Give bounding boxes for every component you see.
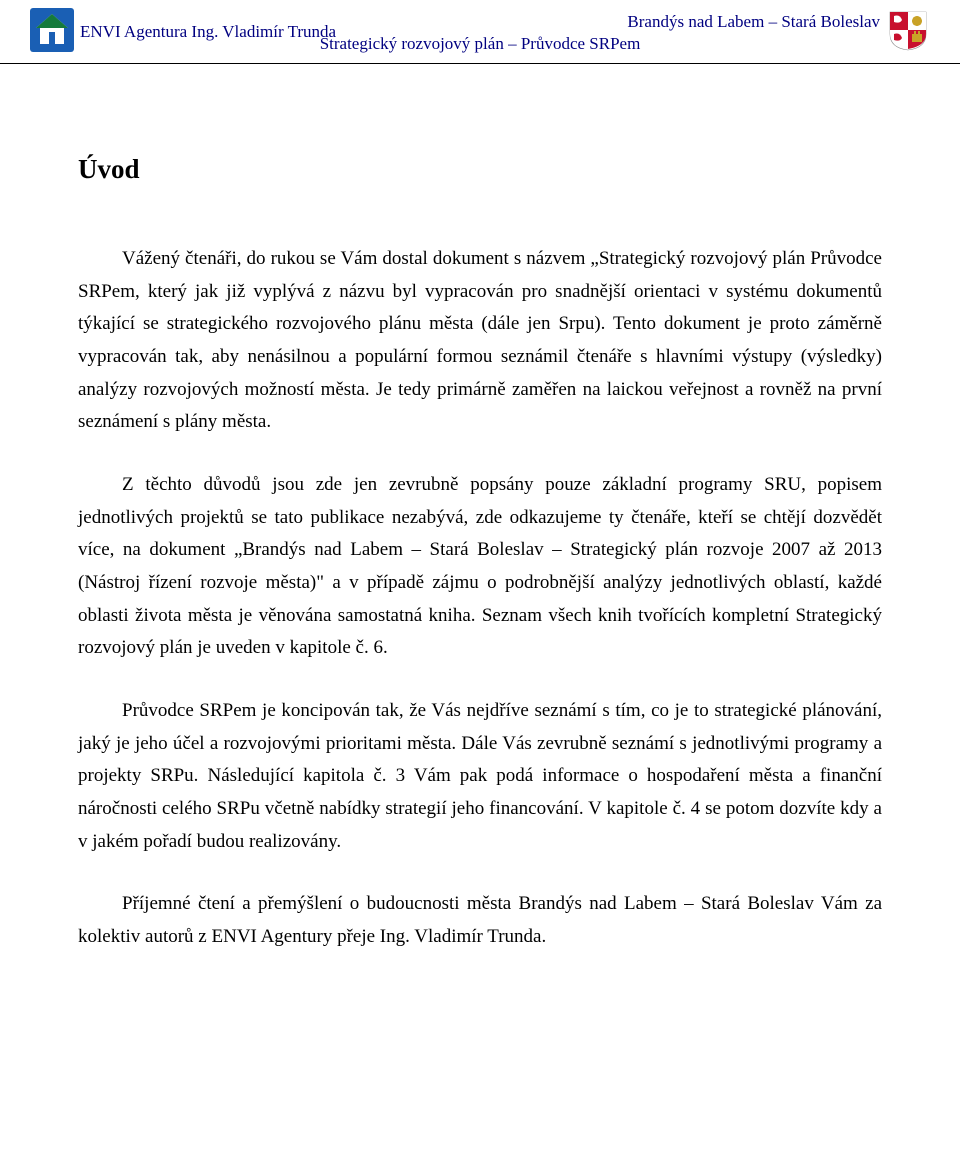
header-left: ENVI Agentura Ing. Vladimír Trunda xyxy=(30,8,336,52)
paragraph-1: Vážený čtenáři, do rukou se Vám dostal d… xyxy=(78,243,882,439)
city-crest-icon xyxy=(886,8,930,52)
paragraph-2: Z těchto důvodů jsou zde jen zevrubně po… xyxy=(78,469,882,665)
header-right-text: Brandýs nad Labem – Stará Boleslav xyxy=(627,8,880,32)
envi-logo-icon xyxy=(30,8,74,52)
header-left-text: ENVI Agentura Ing. Vladimír Trunda xyxy=(80,18,336,42)
paragraph-3: Průvodce SRPem je koncipován tak, že Vás… xyxy=(78,695,882,858)
page-header: ENVI Agentura Ing. Vladimír Trunda Brand… xyxy=(0,0,960,64)
header-right: Brandýs nad Labem – Stará Boleslav xyxy=(627,8,930,52)
paragraph-4: Příjemné čtení a přemýšlení o budoucnost… xyxy=(78,888,882,953)
page-body: Úvod Vážený čtenáři, do rukou se Vám dos… xyxy=(0,64,960,1024)
page-title: Úvod xyxy=(78,154,882,185)
